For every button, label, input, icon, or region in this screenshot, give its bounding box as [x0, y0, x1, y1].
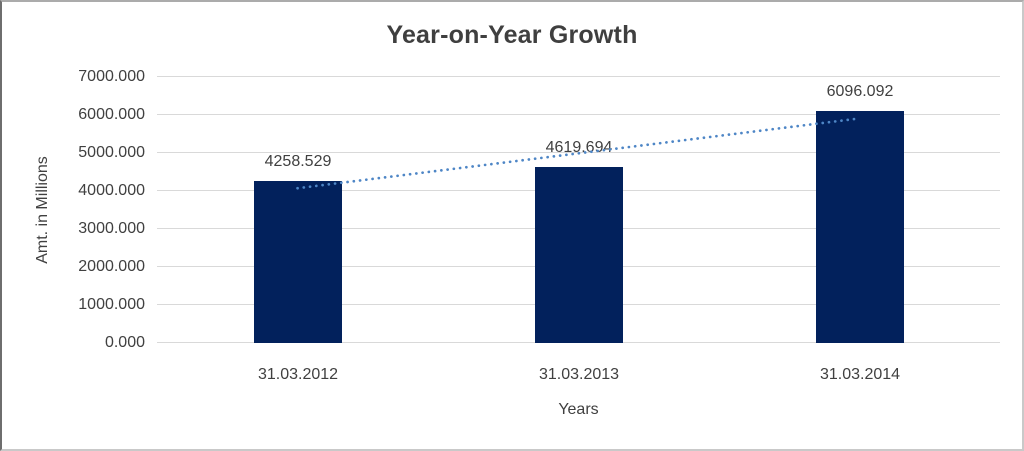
y-axis-title: Amt. in Millions	[34, 156, 51, 264]
x-tick-label: 31.03.2013	[538, 366, 620, 383]
bar-value-label: 6096.092	[826, 83, 894, 100]
gridline	[157, 76, 1000, 77]
y-tick-label: 2000.000	[78, 258, 145, 275]
y-tick-label: 0.000	[104, 334, 145, 351]
y-tick-label: 4000.000	[78, 182, 145, 199]
y-tick-label: 7000.000	[78, 68, 145, 85]
x-tick-label: 31.03.2014	[819, 366, 901, 383]
x-axis-title: Years	[558, 401, 599, 418]
bar	[535, 167, 623, 343]
y-tick-label: 6000.000	[78, 106, 145, 123]
x-tick-label: 31.03.2012	[257, 366, 339, 383]
y-tick-label: 1000.000	[78, 296, 145, 313]
chart-title: Year-on-Year Growth	[386, 21, 638, 49]
bar-value-label: 4258.529	[264, 153, 332, 170]
bar	[254, 181, 342, 343]
y-tick-label: 5000.000	[78, 144, 145, 161]
bar	[816, 111, 904, 343]
gridline	[157, 114, 1000, 115]
bar-value-label: 4619.694	[545, 139, 613, 156]
y-tick-label: 3000.000	[78, 220, 145, 237]
